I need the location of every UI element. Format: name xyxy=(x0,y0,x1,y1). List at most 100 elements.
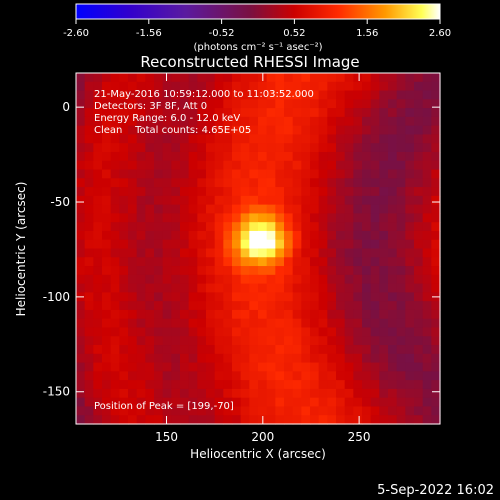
heatmap-cell xyxy=(266,362,276,372)
heatmap-cell xyxy=(249,90,259,100)
heatmap-cell xyxy=(344,362,354,372)
heatmap-cell xyxy=(84,274,94,285)
heatmap-cell xyxy=(171,151,181,162)
heatmap-cell xyxy=(258,266,268,276)
heatmap-cell xyxy=(93,81,103,92)
heatmap-cell xyxy=(128,143,138,153)
heatmap-cell xyxy=(171,108,181,118)
heatmap-cell xyxy=(266,388,276,399)
heatmap-cell xyxy=(405,388,415,399)
heatmap-cell xyxy=(136,257,146,267)
heatmap-cell xyxy=(110,406,120,416)
heatmap-cell xyxy=(249,257,259,267)
heatmap-cell xyxy=(344,318,354,329)
heatmap-cell xyxy=(128,327,138,337)
heatmap-cell xyxy=(240,309,250,320)
heatmap-cell xyxy=(188,266,198,276)
heatmap-cell xyxy=(188,213,198,223)
heatmap-cell xyxy=(405,257,415,267)
heatmap-cell xyxy=(188,336,198,346)
heatmap-cell xyxy=(188,415,198,425)
heatmap-cell xyxy=(292,388,302,399)
heatmap-cell xyxy=(370,397,380,408)
heatmap-cell xyxy=(223,406,233,416)
heatmap-cell xyxy=(180,345,190,355)
heatmap-cell xyxy=(180,222,190,232)
heatmap-cell xyxy=(275,169,285,179)
heatmap-cell xyxy=(284,116,294,127)
heatmap-cell xyxy=(102,239,112,250)
heatmap-cell xyxy=(405,187,415,197)
heatmap-cell xyxy=(197,345,207,355)
heatmap-cell xyxy=(431,178,441,188)
heatmap-cell xyxy=(336,362,346,372)
heatmap-cell xyxy=(162,301,172,311)
heatmap-cell xyxy=(301,318,311,329)
heatmap-cell xyxy=(232,371,242,381)
colorbar-tick-label: -1.56 xyxy=(136,28,162,39)
heatmap-cell xyxy=(240,274,250,285)
heatmap-cell xyxy=(292,125,302,136)
heatmap-cell xyxy=(84,380,94,390)
heatmap-cell xyxy=(379,248,389,258)
heatmap-cell xyxy=(344,397,354,408)
heatmap-cell xyxy=(353,266,363,276)
heatmap-cell xyxy=(258,406,268,416)
heatmap-cell xyxy=(284,283,294,293)
heatmap-cell xyxy=(284,336,294,346)
heatmap-cell xyxy=(145,169,155,179)
heatmap-cell xyxy=(128,388,138,399)
heatmap-cell xyxy=(240,213,250,223)
heatmap-cell xyxy=(76,406,86,416)
heatmap-cell xyxy=(301,283,311,293)
heatmap-cell xyxy=(93,116,103,127)
heatmap-cell xyxy=(180,151,190,162)
heatmap-cell xyxy=(223,90,233,100)
heatmap-cell xyxy=(396,125,406,136)
heatmap-cell xyxy=(292,415,302,425)
heatmap-cell xyxy=(396,309,406,320)
heatmap-cell xyxy=(110,345,120,355)
heatmap-cell xyxy=(258,248,268,258)
heatmap-cell xyxy=(76,397,86,408)
heatmap-cell xyxy=(206,187,216,197)
heatmap-cell xyxy=(128,336,138,346)
heatmap-cell xyxy=(223,257,233,267)
heatmap-cell xyxy=(154,274,164,285)
heatmap-cell xyxy=(292,230,302,241)
heatmap-cell xyxy=(188,257,198,267)
heatmap-cell xyxy=(422,204,432,215)
heatmap-cell xyxy=(76,81,86,92)
heatmap-cell xyxy=(154,116,164,127)
heatmap-cell xyxy=(214,345,224,355)
heatmap-cell xyxy=(128,81,138,92)
heatmap-cell xyxy=(206,213,216,223)
heatmap-cell xyxy=(258,318,268,329)
heatmap-cell xyxy=(232,213,242,223)
heatmap-cell xyxy=(405,292,415,302)
heatmap-cell xyxy=(197,283,207,293)
heatmap-cell xyxy=(206,116,216,127)
heatmap-cell xyxy=(206,108,216,118)
heatmap-cell xyxy=(396,108,406,118)
heatmap-cell xyxy=(84,353,94,364)
heatmap-cell xyxy=(370,116,380,127)
heatmap-cell xyxy=(379,73,389,83)
heatmap-cell xyxy=(119,371,129,381)
heatmap-cell xyxy=(292,222,302,232)
heatmap-cell xyxy=(249,239,259,250)
heatmap-cell xyxy=(240,187,250,197)
heatmap-cell xyxy=(128,99,138,109)
heatmap-cell xyxy=(310,274,320,285)
annotation-line: 21-May-2016 10:59:12.000 to 11:03:52.000 xyxy=(94,89,314,100)
heatmap-cell xyxy=(318,143,328,153)
heatmap-cell xyxy=(128,266,138,276)
heatmap-cell xyxy=(136,169,146,179)
heatmap-cell xyxy=(214,380,224,390)
heatmap-cell xyxy=(197,108,207,118)
heatmap-cell xyxy=(431,143,441,153)
heatmap-cell xyxy=(388,230,398,241)
heatmap-cell xyxy=(171,283,181,293)
heatmap-cell xyxy=(154,248,164,258)
heatmap-cell xyxy=(128,397,138,408)
